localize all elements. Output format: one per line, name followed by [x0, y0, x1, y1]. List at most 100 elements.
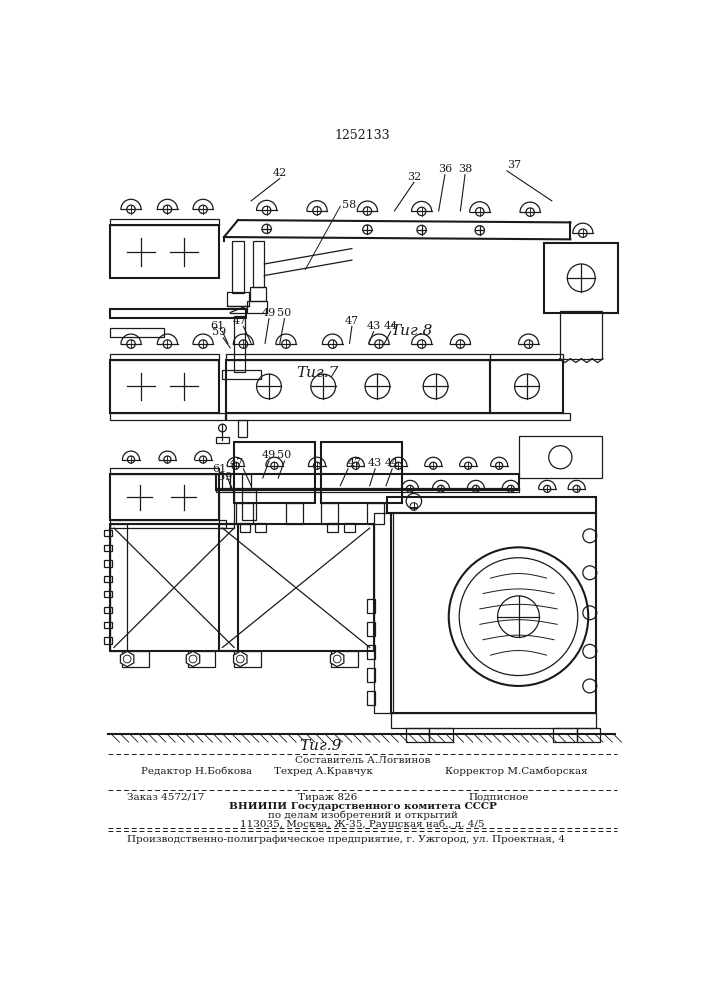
Bar — [110, 354, 218, 360]
Bar — [104, 607, 112, 613]
Bar — [110, 520, 226, 528]
Bar — [104, 622, 112, 628]
Bar — [331, 651, 358, 667]
Bar — [554, 728, 577, 742]
Text: 59: 59 — [212, 327, 226, 337]
Bar — [559, 311, 602, 359]
Bar — [110, 413, 225, 420]
Text: Техред А.Кравчук: Техред А.Кравчук — [274, 767, 373, 776]
Text: 113035, Москва, Ж-35, Раушская наб., д. 4/5: 113035, Москва, Ж-35, Раушская наб., д. … — [240, 819, 485, 829]
Bar — [226, 413, 570, 420]
Bar — [104, 637, 112, 644]
Bar — [321, 442, 402, 503]
Bar — [373, 513, 393, 713]
Text: 50: 50 — [277, 308, 291, 318]
Bar — [232, 241, 244, 293]
Bar — [406, 728, 429, 742]
Bar — [368, 503, 385, 524]
Bar — [104, 530, 112, 536]
Text: 59: 59 — [218, 472, 232, 482]
Text: 58: 58 — [341, 200, 356, 210]
Text: 49: 49 — [262, 450, 276, 460]
Bar — [110, 468, 218, 474]
Bar — [234, 316, 245, 372]
Text: Корректор М.Самборская: Корректор М.Самборская — [445, 767, 588, 776]
Text: 47: 47 — [345, 316, 359, 326]
Bar — [577, 728, 600, 742]
Bar — [104, 545, 112, 551]
Bar — [242, 474, 251, 490]
Text: 61: 61 — [212, 464, 226, 474]
Bar — [255, 523, 266, 532]
Bar — [490, 354, 563, 360]
Text: 43: 43 — [368, 458, 382, 468]
Bar — [216, 474, 518, 490]
Bar — [216, 488, 518, 492]
Bar — [387, 497, 596, 513]
Text: 61: 61 — [210, 321, 224, 331]
Bar — [253, 241, 264, 287]
Bar — [391, 713, 596, 728]
Bar — [110, 524, 238, 651]
Bar — [327, 523, 338, 532]
Bar — [110, 474, 218, 520]
Text: Составитель А.Логвинов: Составитель А.Логвинов — [295, 756, 431, 765]
Text: 1252133: 1252133 — [335, 129, 390, 142]
Bar — [235, 503, 252, 524]
Bar — [104, 591, 112, 597]
Bar — [234, 651, 261, 667]
Bar — [368, 645, 375, 659]
Text: 47: 47 — [348, 458, 362, 468]
Bar — [110, 360, 218, 413]
Bar — [368, 668, 375, 682]
Bar — [110, 225, 218, 278]
Bar — [104, 560, 112, 567]
Polygon shape — [233, 651, 247, 667]
Text: по делам изобретений и открытий: по делам изобретений и открытий — [268, 811, 457, 820]
Bar — [226, 360, 490, 413]
Bar — [227, 292, 249, 306]
Bar — [391, 513, 596, 713]
Text: 36: 36 — [438, 164, 452, 174]
Text: Заказ 4572/17: Заказ 4572/17 — [127, 793, 204, 802]
Bar — [368, 691, 375, 705]
Bar — [518, 436, 602, 478]
Bar — [321, 503, 338, 524]
Text: 50: 50 — [277, 450, 291, 460]
Text: Τиг.7: Τиг.7 — [296, 366, 338, 380]
Text: Редактор Н.Бобкова: Редактор Н.Бобкова — [141, 767, 252, 776]
Bar — [368, 622, 375, 636]
Text: 47: 47 — [229, 458, 243, 468]
Polygon shape — [186, 651, 199, 667]
Text: 47: 47 — [233, 316, 247, 326]
Bar — [110, 328, 164, 337]
Text: 44: 44 — [385, 458, 399, 468]
Bar — [110, 219, 218, 225]
Text: 49: 49 — [262, 308, 276, 318]
Bar — [226, 354, 490, 360]
Polygon shape — [120, 651, 134, 667]
Bar — [238, 420, 247, 437]
Text: Подписное: Подписное — [468, 793, 529, 802]
Text: Τиг.8: Τиг.8 — [391, 324, 433, 338]
Bar — [250, 287, 266, 301]
Bar — [247, 301, 267, 312]
Polygon shape — [330, 651, 344, 667]
Text: 37: 37 — [507, 160, 521, 170]
Bar — [218, 490, 234, 528]
Bar — [104, 576, 112, 582]
Bar — [218, 524, 373, 651]
Bar — [122, 651, 149, 667]
Bar — [187, 651, 215, 667]
Text: 43: 43 — [366, 321, 380, 331]
Bar — [429, 728, 452, 742]
Text: Производственно-полиграфическое предприятие, г. Ужгород, ул. Проектная, 4: Производственно-полиграфическое предприя… — [127, 835, 565, 844]
Bar — [216, 437, 228, 443]
Bar — [544, 243, 618, 312]
Bar — [110, 309, 246, 318]
Text: Тираж 826: Тираж 826 — [298, 793, 357, 802]
Bar — [368, 599, 375, 613]
Bar — [234, 442, 315, 503]
Bar — [223, 370, 261, 379]
Bar — [344, 523, 355, 532]
